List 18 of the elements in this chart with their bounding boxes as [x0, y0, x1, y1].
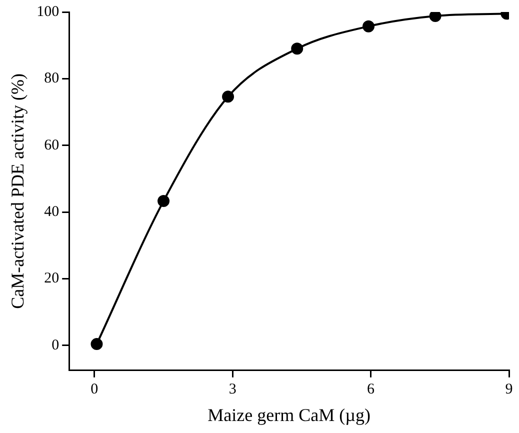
y-tick-label: 100	[36, 4, 60, 20]
y-tick-label: 80	[44, 70, 60, 87]
x-tick-label: 0	[90, 381, 98, 398]
y-tick-label: 20	[44, 270, 60, 287]
point	[362, 20, 375, 32]
point	[291, 42, 304, 55]
y-tick-label: 60	[44, 137, 60, 154]
x-tick-label: 9	[505, 381, 513, 398]
x-tick-label: 3	[228, 381, 236, 398]
point	[158, 195, 170, 208]
y-tick-label: 40	[44, 204, 60, 220]
point	[90, 338, 103, 350]
point	[222, 90, 234, 103]
x-tick-label: 6	[367, 381, 376, 398]
point	[429, 12, 442, 22]
y-axis-title: CaM-activated PDE activity (%)	[8, 73, 28, 309]
y-tick-label: 0	[52, 337, 60, 354]
x-axis-title: Maize germ CaM (µg)	[208, 404, 370, 425]
